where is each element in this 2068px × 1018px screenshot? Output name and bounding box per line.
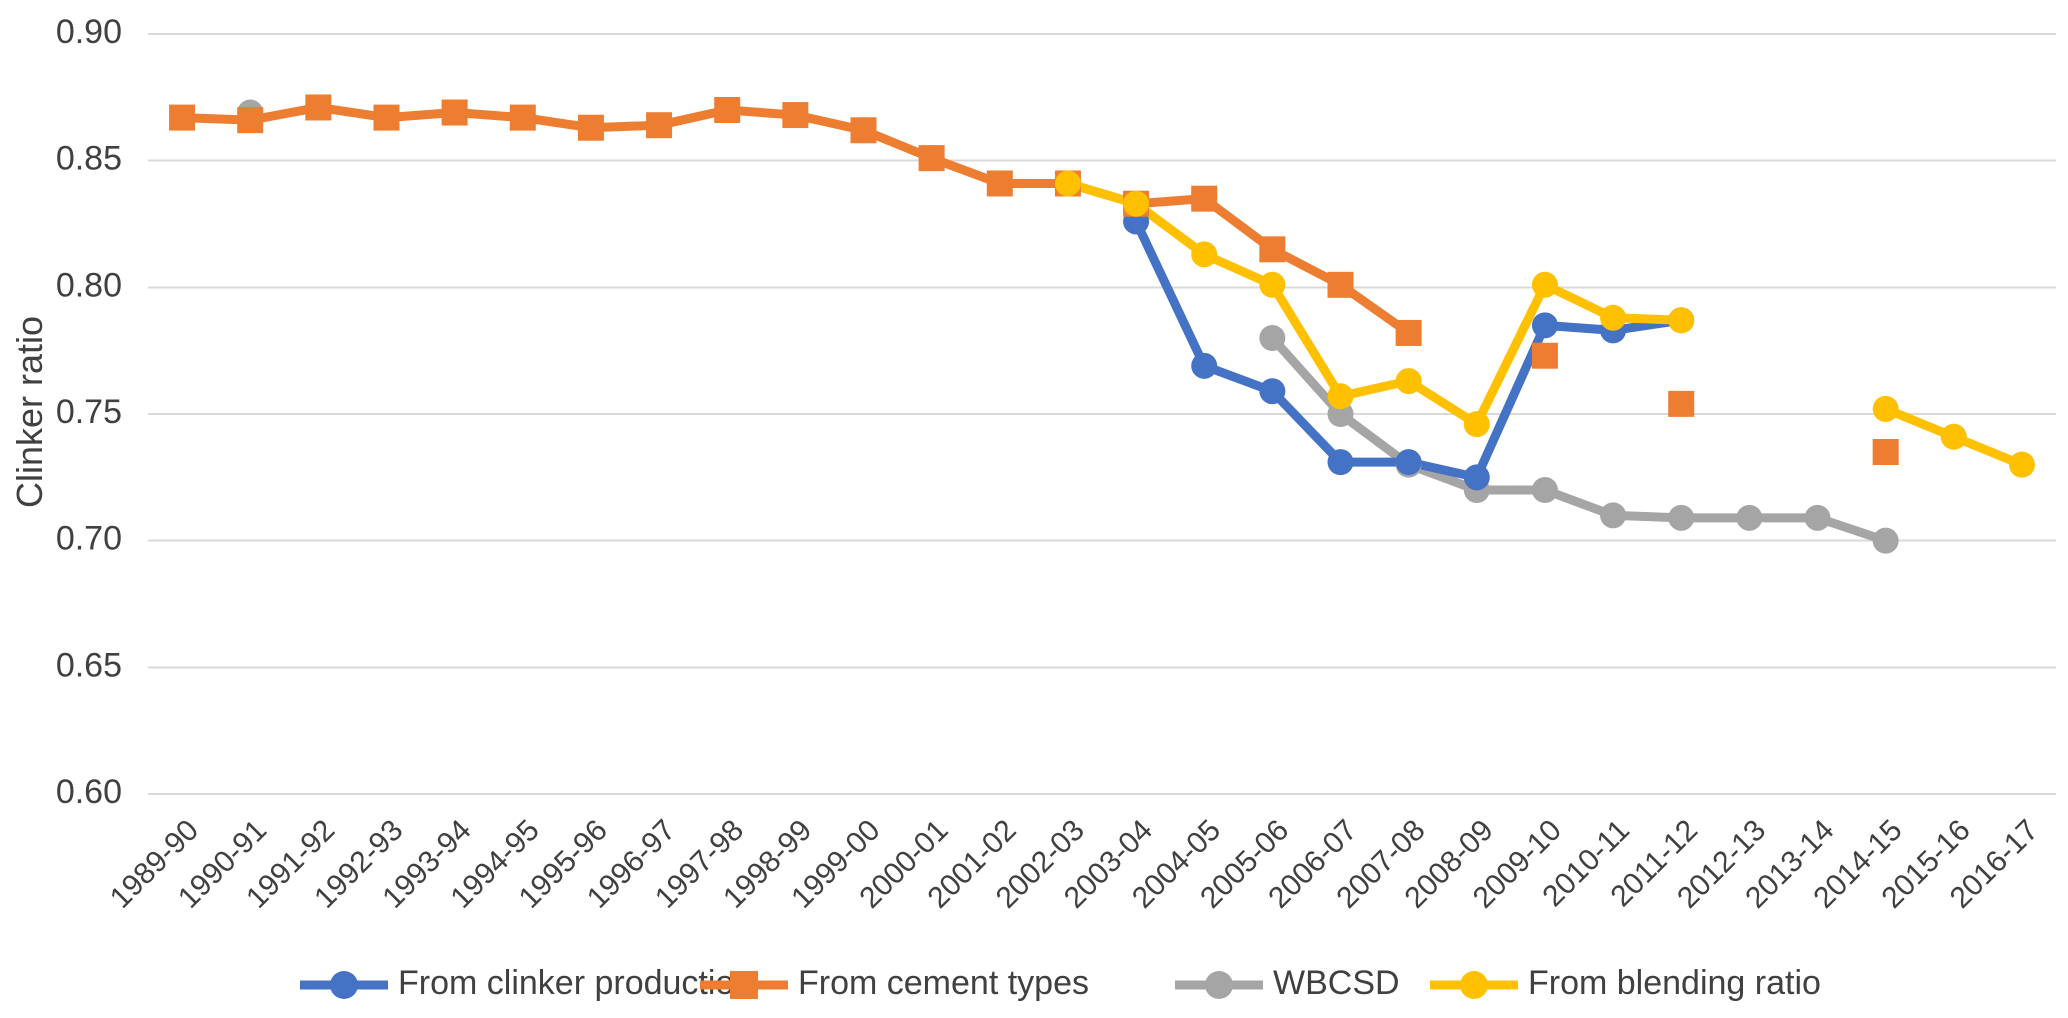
legend-label: From blending ratio	[1528, 964, 1821, 1002]
series-line-from-cement-types	[177, 102, 1414, 338]
data-point-marker	[986, 170, 1013, 197]
data-point-marker	[1668, 504, 1695, 531]
legend-label: From cement types	[798, 964, 1089, 1002]
y-axis-tick-label: 0.65	[56, 646, 122, 684]
data-point-marker	[782, 102, 809, 129]
legend-item[interactable]: From cement types	[700, 964, 1089, 1002]
data-point-marker	[1463, 411, 1490, 438]
data-point-marker	[1259, 325, 1286, 351]
data-point-marker	[2008, 451, 2035, 478]
data-point-marker	[577, 114, 604, 141]
series-line-from-blending-ratio	[1063, 178, 1686, 429]
data-point-marker	[1531, 271, 1558, 298]
data-point-marker	[1531, 312, 1558, 339]
data-point-marker	[1531, 342, 1558, 369]
legend-label: WBCSD	[1273, 964, 1400, 1002]
data-point-marker	[1259, 236, 1286, 263]
data-point-marker	[1668, 307, 1695, 334]
series-markers-group	[169, 94, 2035, 554]
y-axis-title: Clinker ratio	[9, 316, 50, 508]
series-lines-group	[177, 102, 2027, 546]
data-point-marker	[1872, 395, 1899, 422]
data-point-marker	[1600, 304, 1627, 331]
legend-marker	[330, 971, 358, 999]
data-point-marker	[1191, 241, 1218, 268]
y-axis-tick-label: 0.75	[56, 393, 122, 431]
y-axis-tick-label: 0.85	[56, 140, 122, 178]
data-point-marker	[1191, 185, 1218, 212]
data-point-marker	[1804, 504, 1831, 531]
y-axis-tick-label: 0.70	[56, 520, 122, 558]
data-point-marker	[714, 97, 741, 123]
data-point-marker	[1531, 477, 1558, 503]
data-point-marker	[1940, 423, 1967, 450]
data-point-marker	[1600, 502, 1627, 529]
data-point-marker	[1872, 527, 1899, 554]
legend-item[interactable]: From clinker production	[300, 964, 753, 1002]
data-point-marker	[169, 104, 196, 131]
y-axis-tick-label: 0.60	[56, 773, 122, 811]
data-point-marker	[1191, 352, 1218, 379]
series-line-wbcsd	[1267, 333, 1891, 546]
data-point-marker	[918, 145, 945, 172]
legend-label: From clinker production	[398, 964, 753, 1002]
data-point-marker	[1395, 319, 1422, 346]
data-point-marker	[1395, 449, 1422, 476]
legend-marker	[1205, 971, 1233, 999]
y-axis-title-group: Clinker ratio	[9, 316, 50, 508]
x-axis-tick-labels: 1989-901990-911991-921992-931993-941994-…	[104, 814, 2045, 915]
data-point-marker	[1327, 383, 1354, 410]
data-point-marker	[850, 117, 877, 144]
data-point-marker	[373, 104, 400, 131]
data-point-marker	[646, 112, 673, 139]
data-point-marker	[441, 99, 468, 126]
data-point-marker	[1259, 271, 1286, 298]
data-point-marker	[1463, 464, 1490, 491]
data-point-marker	[1668, 390, 1695, 417]
gridlines-group	[148, 33, 2056, 795]
y-axis-tick-label: 0.80	[56, 266, 122, 304]
data-point-marker	[1259, 378, 1286, 405]
data-point-marker	[509, 104, 536, 131]
legend-item[interactable]: From blending ratio	[1430, 964, 1821, 1002]
data-point-marker	[1327, 449, 1354, 476]
data-point-marker	[1123, 190, 1150, 217]
y-axis-tick-label: 0.90	[56, 13, 122, 51]
legend: From clinker production From cement types…	[300, 964, 1821, 1002]
data-point-marker	[237, 107, 264, 134]
data-point-marker	[1054, 170, 1081, 197]
data-point-marker	[1395, 368, 1422, 395]
legend-marker	[730, 971, 758, 999]
data-point-marker	[1736, 504, 1763, 531]
data-point-marker	[1327, 271, 1354, 298]
legend-item[interactable]: WBCSD	[1175, 964, 1400, 1002]
y-axis-tick-labels: 0.60 0.65 0.70 0.75 0.80 0.85 0.90	[56, 13, 122, 811]
legend-marker	[1460, 971, 1488, 999]
data-point-marker	[305, 94, 332, 121]
data-point-marker	[1872, 439, 1899, 465]
